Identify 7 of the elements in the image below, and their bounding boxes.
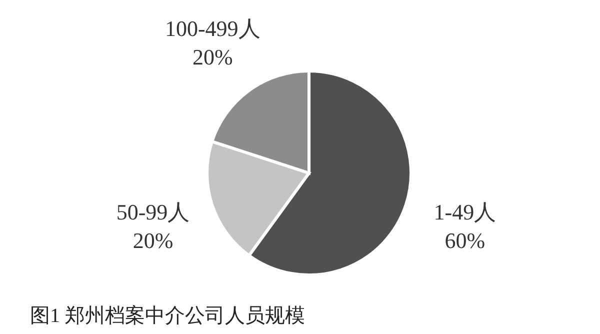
slice-label: 50-99人 bbox=[116, 199, 190, 224]
data-label: 20% bbox=[132, 228, 174, 253]
data-label: 60% bbox=[444, 228, 486, 253]
slice-label: 100-499人 bbox=[164, 16, 260, 41]
slice-label: 1-49人 bbox=[434, 199, 496, 224]
text: 图1 郑州档案中介公司人员规模 bbox=[30, 304, 305, 329]
data-label: 20% bbox=[192, 44, 233, 70]
